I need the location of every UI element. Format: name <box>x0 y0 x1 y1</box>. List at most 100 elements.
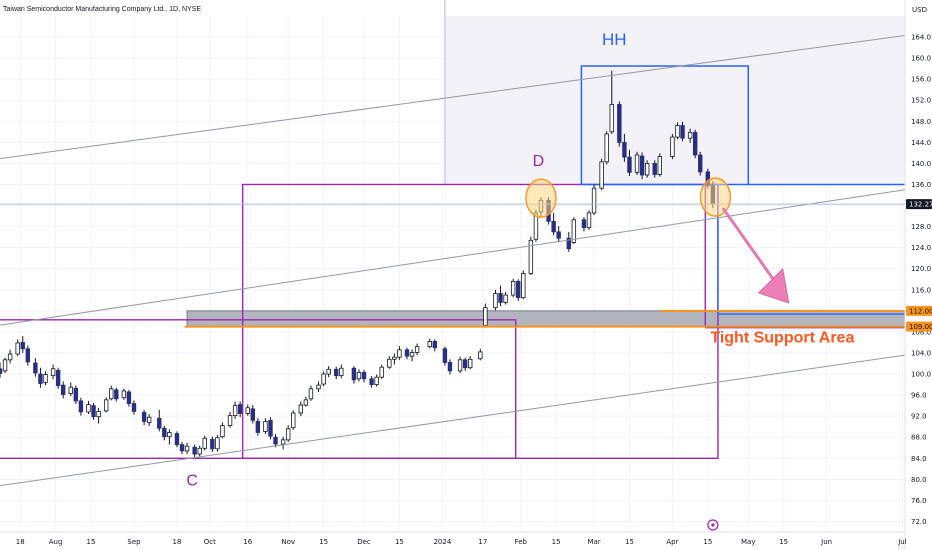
candle-body <box>351 367 357 381</box>
arrow-shaft <box>721 207 780 288</box>
candle-body <box>220 425 225 438</box>
candle-body <box>397 349 402 358</box>
candle-body <box>609 104 614 133</box>
price-tick-label: 152.0 <box>911 97 931 105</box>
time-tick-label: Aug <box>49 538 63 546</box>
candle-body <box>404 349 410 357</box>
candle-body <box>73 387 79 402</box>
price-tick-label: 88.0 <box>911 434 927 442</box>
time-axis[interactable]: 18 Aug 15 Sep 18 Oct 16 Nov 15 Dec 15 2024 17 Feb 15 Ma… <box>0 519 907 546</box>
time-tick-label: Dec <box>357 538 371 546</box>
candle-body <box>174 433 180 445</box>
candle-body <box>604 133 609 163</box>
time-tick-label: Feb <box>515 538 528 546</box>
candle-body <box>432 340 438 349</box>
highlight-circle-hh <box>699 177 732 217</box>
candle-body <box>493 293 498 309</box>
candle-body <box>387 358 392 368</box>
time-tick-label: 15 <box>779 538 788 546</box>
candle-body <box>141 412 147 422</box>
candle-body <box>114 389 119 400</box>
price-label-text: 112.00 <box>909 307 932 315</box>
candle-body <box>326 368 331 375</box>
annotation-label: C <box>186 473 198 490</box>
candle-body <box>698 154 703 173</box>
candle-body <box>321 373 326 385</box>
candle-body <box>467 358 473 369</box>
time-tick-label: Nov <box>281 538 295 546</box>
candle-body <box>38 373 43 384</box>
price-label-bg <box>906 199 932 210</box>
candle-body <box>356 372 362 380</box>
candle-body <box>250 408 255 421</box>
candle-body <box>131 403 137 412</box>
time-tick-label: 15 <box>625 538 634 546</box>
candle-body <box>586 212 592 229</box>
candle-body <box>442 348 448 363</box>
candle-body <box>103 399 109 412</box>
drawing-zones <box>0 0 906 459</box>
candle-body <box>2 359 8 372</box>
candle-body <box>478 351 483 360</box>
candle-body <box>179 444 185 452</box>
candle-body <box>409 352 415 357</box>
candle-body <box>644 163 650 176</box>
candle-body <box>280 439 286 445</box>
candle-body <box>447 362 453 372</box>
candle-body <box>521 273 526 299</box>
time-tick-label: Jul <box>897 538 907 546</box>
candle-body <box>652 163 657 175</box>
drawing-lines <box>0 34 906 487</box>
candle-body <box>566 237 571 250</box>
candle-body <box>374 376 379 385</box>
candle-body <box>427 340 432 348</box>
candle-body <box>498 293 503 303</box>
candle-body <box>184 445 190 452</box>
arrow-head <box>757 267 790 304</box>
candle-body <box>379 366 384 378</box>
candle-body <box>510 280 516 296</box>
candle-body <box>263 421 268 432</box>
candles <box>0 70 716 458</box>
candle-body <box>96 411 101 418</box>
price-tick-label: 84.0 <box>911 455 927 463</box>
time-tick-label: Apr <box>666 538 678 546</box>
candle-body <box>86 404 91 413</box>
candle-body <box>167 432 172 438</box>
candle-body <box>361 372 367 380</box>
candle-body <box>308 388 314 400</box>
candle-body <box>245 407 250 414</box>
candle-body <box>670 136 675 157</box>
candle-body <box>457 359 463 372</box>
candle-body <box>50 368 56 377</box>
time-tick-label: Sep <box>127 538 141 546</box>
candle-body <box>121 390 127 399</box>
time-tick-label: 15 <box>87 538 96 546</box>
price-label-bg <box>906 321 932 332</box>
candle-body <box>591 187 597 214</box>
price-tick-label: 156.0 <box>911 76 931 84</box>
candle-body <box>622 141 627 158</box>
currency-label: USD <box>912 6 927 14</box>
annotation-label: Tight Support Area <box>710 329 854 346</box>
price-tick-label: 120.0 <box>911 265 931 273</box>
candle-body <box>25 348 31 363</box>
price-axis[interactable]: 72.0 76.0 80.0 84.0 88.0 92.0 96.0 100.0 104.0 10… <box>904 0 932 550</box>
time-tick-label: 15 <box>552 538 561 546</box>
earnings-icon-dot <box>711 523 715 527</box>
price-tick-label: 148.0 <box>911 118 931 126</box>
candle-body <box>78 400 84 413</box>
candle-body <box>162 427 167 438</box>
candle-body <box>7 353 13 361</box>
candle-body <box>627 156 632 173</box>
candle-body <box>556 231 561 239</box>
candle-body <box>237 404 243 414</box>
price-label-text: 109.00 <box>909 323 932 331</box>
time-tick-label: 18 <box>16 538 25 546</box>
price-tick-label: 104.0 <box>911 349 931 357</box>
candle-body <box>571 219 577 243</box>
shaded-range-zone <box>444 16 905 185</box>
price-tick-label: 124.0 <box>911 244 931 252</box>
candle-body <box>0 368 3 374</box>
